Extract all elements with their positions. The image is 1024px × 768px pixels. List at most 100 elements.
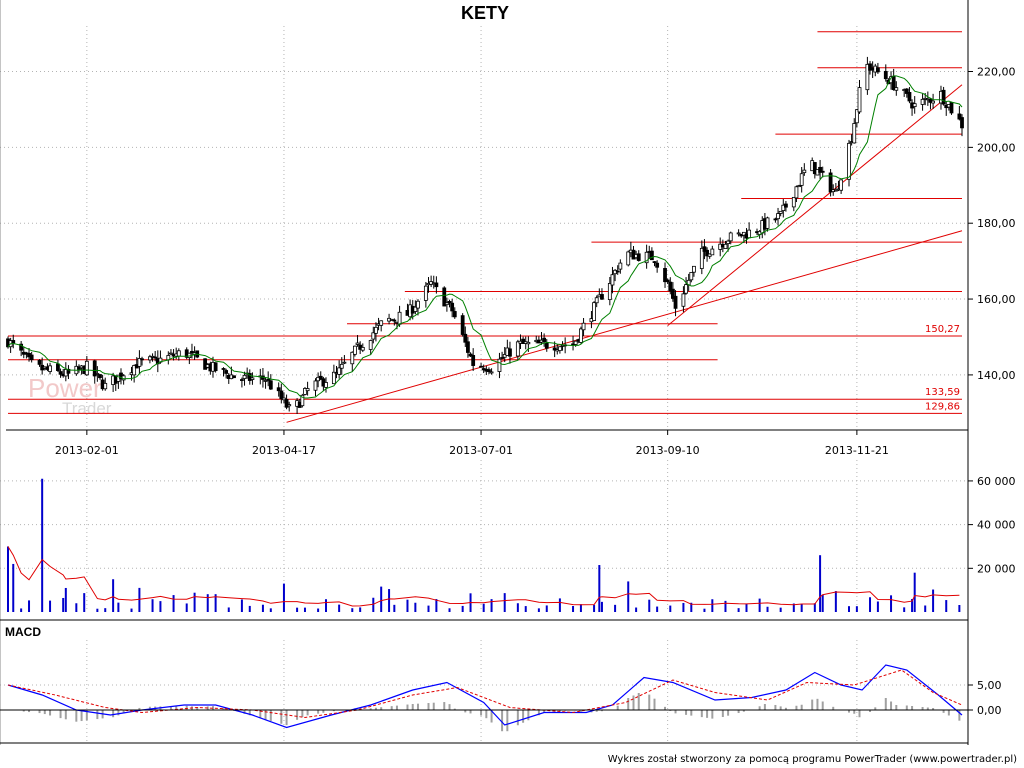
candle-body: [820, 170, 825, 173]
candle-body: [37, 360, 42, 365]
level-label: 129,86: [925, 401, 960, 412]
candle-body: [305, 388, 310, 392]
candle-body: [350, 351, 355, 365]
candle-body: [247, 373, 252, 381]
candle-body: [203, 358, 208, 370]
candle-body: [607, 283, 612, 301]
candle-body: [29, 354, 34, 361]
candle-body: [592, 302, 596, 321]
trend-line: [286, 230, 963, 423]
candle-body: [11, 340, 16, 344]
macd-line: [7, 664, 963, 729]
candle-body: [581, 322, 586, 331]
candle-body: [655, 262, 660, 268]
candle-body: [868, 63, 872, 71]
candle-body: [48, 365, 52, 372]
grid: [0, 26, 968, 742]
candle-body: [652, 261, 657, 263]
x-tick-label: 2013-04-17: [252, 444, 316, 457]
candle-body: [710, 248, 715, 256]
level-label: 133,59: [925, 387, 960, 398]
candle-body: [904, 88, 909, 94]
candle-body: [852, 123, 857, 144]
candle-body: [450, 302, 455, 312]
candle-body: [371, 332, 376, 340]
x-tick-label: 2013-11-21: [825, 444, 889, 457]
candle-body: [140, 358, 144, 361]
candle-body: [665, 279, 670, 283]
level-label: 150,27: [925, 324, 960, 335]
candle-body: [681, 293, 686, 307]
price-y-tick-label: 140,00: [977, 369, 1016, 382]
candle-body: [894, 87, 899, 91]
volume-y-tick-label: 20 000: [977, 562, 1016, 575]
candle-body: [434, 282, 439, 288]
candle-body: [339, 363, 344, 369]
price-y-tick-label: 200,00: [977, 141, 1016, 154]
candle-body: [702, 246, 707, 252]
candle-body: [416, 300, 420, 309]
candle-body: [66, 368, 71, 374]
candle-body: [747, 229, 752, 239]
candle-body: [728, 232, 733, 242]
candle-body: [526, 341, 531, 345]
candle-body: [56, 363, 60, 371]
candle-body: [797, 185, 801, 188]
candle-body: [58, 371, 63, 375]
candle-body: [765, 217, 770, 229]
candle-body: [671, 288, 675, 299]
candle-body: [447, 301, 452, 304]
x-tick-label: 2013-07-01: [449, 444, 513, 457]
candle-body: [626, 251, 631, 266]
candle-body: [368, 340, 373, 350]
candle-body: [949, 102, 954, 114]
candle-body: [392, 319, 397, 322]
footer-credit: Wykres został stworzony za pomocą progra…: [608, 754, 1017, 765]
candle-body: [463, 333, 468, 343]
candle-body: [573, 340, 578, 345]
candle-body: [773, 218, 778, 221]
candle-body: [137, 358, 142, 367]
volume-y-tick-label: 40 000: [977, 519, 1016, 532]
candle-body: [77, 366, 81, 370]
candle-body: [153, 356, 158, 359]
candle-body: [287, 404, 292, 407]
x-tick-label: 2013-02-01: [55, 444, 119, 457]
candle-body: [460, 315, 465, 335]
candle-body: [313, 380, 318, 391]
candle-body: [95, 373, 100, 375]
candle-body: [515, 341, 520, 357]
candle-body: [818, 166, 822, 173]
candle-body: [960, 117, 964, 129]
candle-body: [355, 342, 360, 345]
candle-body: [636, 253, 641, 261]
candle-body: [221, 368, 226, 370]
candle-body: [907, 92, 912, 102]
watermark-trader: Trader: [62, 399, 112, 418]
candle-body: [169, 352, 173, 355]
candle-body: [802, 169, 807, 174]
candle-body: [644, 251, 649, 264]
candle-body: [508, 348, 512, 357]
candle-body: [931, 100, 935, 104]
candle-body: [324, 382, 328, 388]
candle-body: [542, 337, 547, 343]
candle-body: [736, 232, 741, 235]
candle-body: [263, 380, 268, 382]
candle-body: [266, 378, 271, 381]
candle-body: [423, 285, 428, 301]
candle-body: [318, 375, 323, 380]
moving-average-line: [7, 75, 963, 399]
candle-body: [487, 369, 491, 373]
candle-body: [883, 70, 888, 80]
candle-body: [668, 281, 673, 292]
candle-body: [684, 284, 688, 294]
candle-body: [300, 394, 305, 407]
candle-body: [920, 98, 925, 105]
candle-body: [865, 63, 870, 91]
candle-body: [673, 295, 678, 309]
candle-body: [784, 203, 788, 208]
candle-body: [466, 341, 470, 353]
candle-body: [776, 213, 780, 220]
candle-body: [649, 250, 654, 261]
